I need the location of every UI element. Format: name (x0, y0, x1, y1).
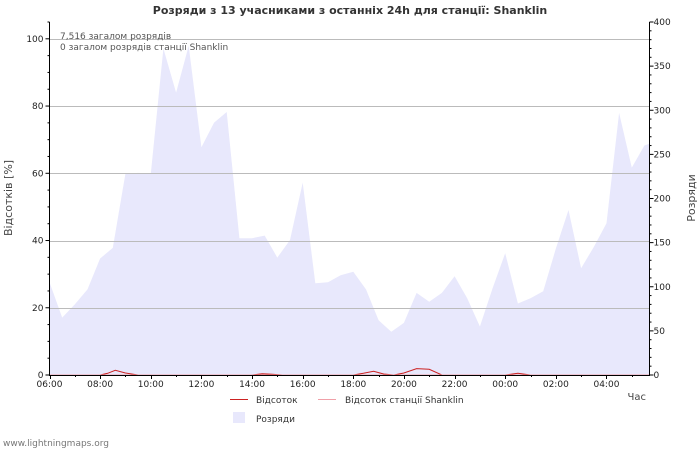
chart-title: Розряди з 13 учасниками з останніх 24h д… (153, 4, 547, 17)
legend-label-station-percent: Відсоток станції Shanklin (345, 396, 464, 406)
y-left-tick-labels: 0 20 40 60 80 100 (26, 35, 43, 381)
y-right-tick-label: 400 (654, 18, 671, 28)
legend-swatch-strikes (233, 412, 245, 423)
x-tick-label: 10:00 (138, 380, 164, 390)
y-left-tick-label: 40 (32, 237, 44, 247)
tick-marks (45, 21, 654, 379)
strikes-area (49, 45, 650, 376)
y-left-tick-label: 60 (32, 169, 44, 179)
x-tick-label: 18:00 (340, 380, 366, 390)
x-tick-label: 22:00 (442, 380, 468, 390)
y-right-tick-label: 100 (654, 283, 671, 293)
y-left-tick-label: 0 (38, 371, 44, 381)
y-right-tick-label: 300 (654, 106, 671, 116)
info-total-strikes: 7,516 загалом розрядів (60, 32, 171, 42)
y-right-tick-label: 0 (654, 371, 660, 381)
x-tick-label: 08:00 (87, 380, 113, 390)
x-tick-label: 06:00 (37, 380, 63, 390)
x-axis-label: Час (628, 392, 646, 403)
plot-area (45, 21, 654, 379)
grid-lines (49, 39, 650, 309)
x-tick-label: 20:00 (391, 380, 417, 390)
y-right-tick-labels: 0 50 100 150 200 250 300 350 400 (654, 18, 671, 381)
y-right-tick-label: 350 (654, 62, 671, 72)
y-right-axis-label: Розряди (685, 174, 698, 222)
x-tick-labels: 06:00 08:00 10:00 12:00 14:00 16:00 18:00 20:00… (37, 380, 620, 390)
x-tick-label: 04:00 (593, 380, 619, 390)
footer-site-link[interactable]: www.lightningmaps.org (3, 439, 109, 449)
y-left-tick-label: 80 (32, 102, 44, 112)
y-left-tick-label: 20 (32, 304, 44, 314)
x-tick-label: 00:00 (492, 380, 518, 390)
legend-label-strikes: Розряди (256, 415, 295, 425)
x-tick-label: 12:00 (188, 380, 214, 390)
y-right-tick-label: 150 (654, 239, 671, 249)
x-tick-label: 16:00 (290, 380, 316, 390)
x-tick-label: 14:00 (239, 380, 265, 390)
y-left-axis-label: Відсотків [%] (2, 160, 15, 236)
legend-label-percent: Відсоток (256, 396, 298, 406)
legend: Відсоток Відсоток станції Shanklin Розря… (230, 396, 464, 425)
y-right-tick-label: 200 (654, 195, 671, 205)
x-tick-label: 02:00 (543, 380, 569, 390)
y-right-tick-label: 50 (654, 327, 666, 337)
y-left-tick-label: 100 (26, 35, 43, 45)
info-station-strikes: 0 загалом розрядів станції Shanklin (60, 43, 228, 53)
y-right-tick-label: 250 (654, 150, 671, 160)
